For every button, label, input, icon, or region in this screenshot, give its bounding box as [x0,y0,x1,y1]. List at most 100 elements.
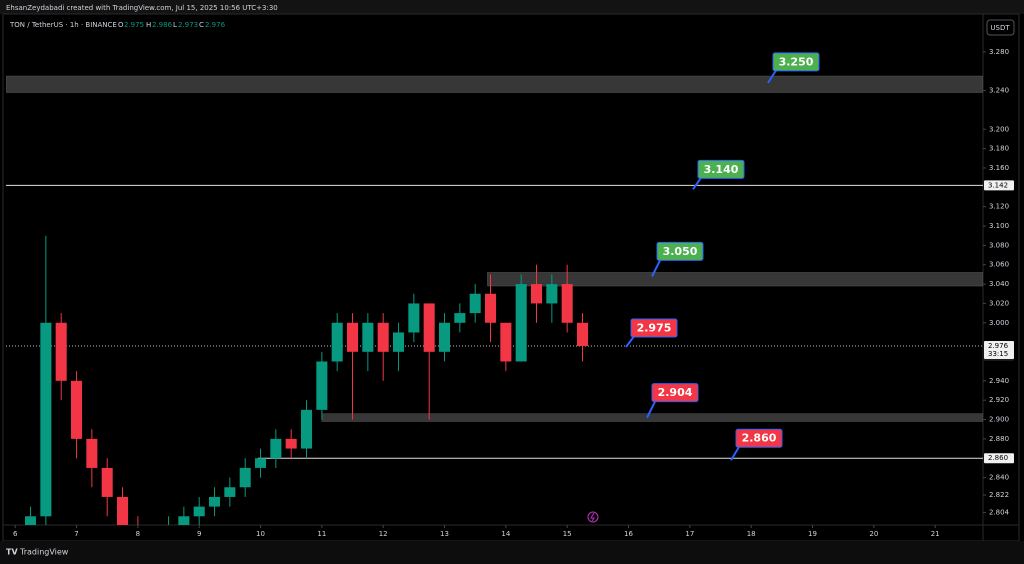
candle-body [301,409,313,449]
y-tick-label: 2.804 [989,508,1010,516]
symbol-legend: TON / TetherUS · 1h · BINANCE O 2.975 H … [9,21,226,29]
y-tick-label: 3.120 [989,203,1009,211]
y-tick-label: 3.060 [989,261,1009,269]
zone [6,75,983,93]
credit: EhsanZeydabadi created with TradingView.… [6,4,278,12]
candle-body [454,313,466,323]
candle-body [377,322,389,352]
candle-body [71,380,83,439]
x-tick-label: 11 [317,530,326,538]
ohlc-key: O [118,21,124,29]
candle-body [316,361,328,410]
x-tick-label: 12 [379,530,388,538]
y-tick-label: 3.240 [989,87,1009,95]
footer-logo: TV [6,548,18,557]
candle-body [193,506,205,517]
callout-label: 2.904 [658,386,693,399]
y-tick-label: 3.000 [989,319,1009,327]
callout-box [735,428,783,448]
y-tick-label: 3.180 [989,145,1009,153]
axis-price-label [984,453,1014,464]
y-tick-label: 2.920 [989,396,1009,404]
plot [6,75,983,525]
ohlc-key: L [173,21,177,29]
candle-body [86,438,98,468]
ohlc-value: 2.973 [178,21,198,29]
zone [487,272,983,287]
y-tick-label: 2.940 [989,377,1009,385]
x-tick-label: 8 [136,530,140,538]
candle-body [423,303,435,352]
y-tick-label: 2.822 [989,491,1009,499]
y-tick-label: 3.200 [989,125,1009,133]
y-tick-label: 2.840 [989,474,1009,482]
callout-box [651,383,699,403]
candle-body [408,303,420,333]
callout-label: 2.860 [742,432,777,445]
callout-pointer [651,257,662,277]
y-tick-label: 2.880 [989,435,1009,443]
x-tick-label: 20 [869,530,878,538]
candle-body [25,516,37,525]
currency-button[interactable] [986,19,1015,36]
footer-bar [0,541,1024,564]
candle-body [438,322,451,352]
ohlc-value: 2.986 [152,21,173,29]
y-tick-label: 2.900 [989,416,1009,424]
y-tick-label: 3.040 [989,280,1009,288]
current-price-text: 2.976 [988,342,1009,350]
candle-body [515,284,527,362]
callout-box [697,159,745,179]
candle-body [530,284,543,304]
footer-brand: TradingView [19,548,69,557]
x-tick-label: 19 [808,530,817,538]
candle-body [239,467,251,488]
axis-price-label-text: 3.142 [988,181,1008,189]
bolt-icon [587,511,599,523]
candle-body [561,284,573,323]
candle-body [40,322,52,517]
ohlc-key: H [146,21,151,29]
x-tick-label: 16 [624,530,633,538]
ohlc-value: 2.975 [124,21,144,29]
x-tick-label: 6 [13,530,18,538]
x-tick-label: 17 [685,530,694,538]
y-tick-label: 3.280 [989,48,1009,56]
candle-body [484,293,497,323]
candle-body [546,284,558,304]
callout-label: 3.250 [779,55,814,68]
x-tick-label: 9 [197,530,201,538]
axis-price-label [984,180,1014,191]
header-bar [0,0,1024,14]
candle-body [101,467,113,497]
candle-body [576,322,589,347]
x-tick-label: 18 [747,530,756,538]
candle-body [255,458,267,468]
y-tick-label: 3.100 [989,222,1009,230]
callout-pointer [646,399,657,419]
x-tick-label: 21 [931,530,940,538]
callout-box [630,318,678,338]
x-tick-label: 7 [74,530,78,538]
candle-body [362,322,374,352]
x-tick-label: 14 [501,530,510,538]
callout-label: 3.050 [663,245,698,258]
x-tick-label: 13 [440,530,449,538]
candle-body [270,438,282,459]
callout-label: 2.975 [637,321,672,334]
zone [321,413,983,422]
candle-body [469,293,481,314]
candle-body [346,322,359,352]
candle-body [209,496,221,507]
countdown: 33:15 [988,350,1008,358]
symbol: TON / TetherUS · 1h · BINANCE [9,21,117,29]
currency: USDT [990,24,1010,32]
candle-body [392,332,405,352]
candle-body [224,487,236,497]
candle-body [285,438,297,449]
ohlc-key: C [199,21,204,29]
axis-price-label-text: 2.860 [988,454,1008,462]
y-tick-label: 3.160 [989,164,1009,172]
